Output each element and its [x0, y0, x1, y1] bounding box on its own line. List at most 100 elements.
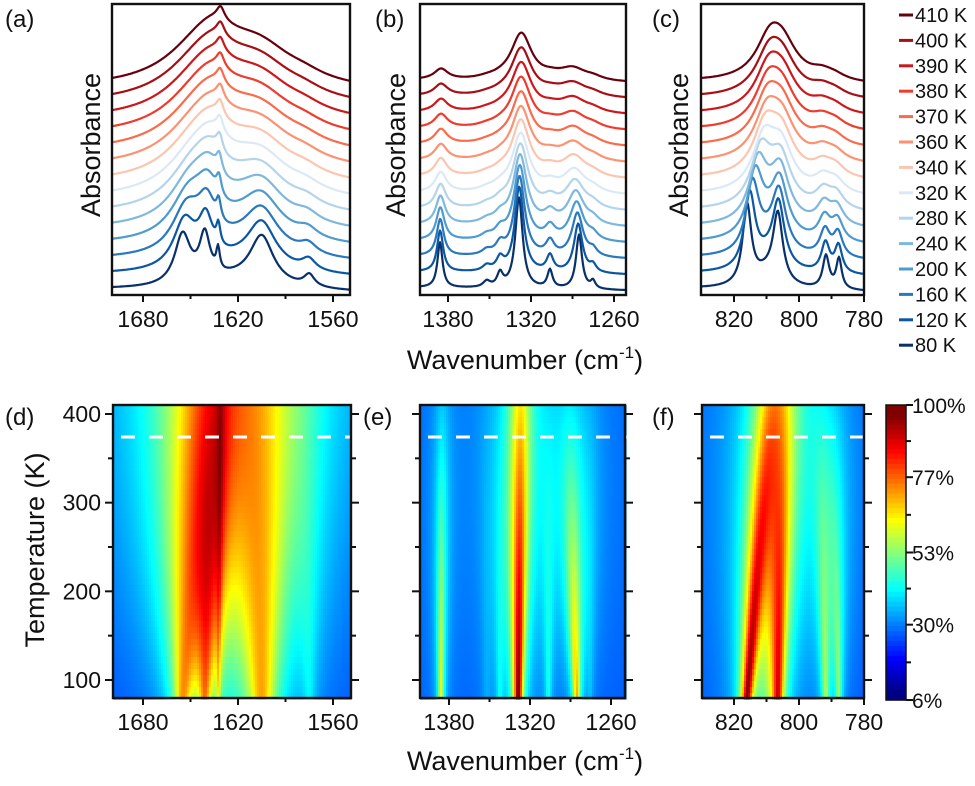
heatmap-cell [245, 525, 248, 532]
heatmap-cell [267, 579, 270, 586]
heatmap-cell [197, 609, 200, 616]
heatmap-cell [219, 513, 222, 520]
heatmap-cell [239, 573, 242, 580]
heatmap-cell [301, 603, 304, 610]
heatmap-cell [197, 441, 200, 448]
heatmap-cell [193, 411, 196, 418]
heatmap-cell [335, 537, 338, 544]
heatmap-cell [191, 417, 194, 424]
heatmap-cell [177, 519, 180, 526]
heatmap-cell [125, 567, 128, 574]
heatmap-cell [305, 645, 308, 652]
heatmap-cell [157, 573, 160, 580]
heatmap-cell [121, 573, 124, 580]
heatmap-cell [203, 447, 206, 454]
heatmap-cell [251, 471, 254, 478]
heatmap-cell [329, 627, 332, 634]
heatmap-cell [227, 447, 230, 454]
heatmap-cell [347, 585, 350, 592]
heatmap-cell [265, 567, 268, 574]
heatmap-cell [291, 543, 294, 550]
heatmap-cell [169, 405, 172, 412]
heatmap-cell [245, 651, 248, 658]
heatmap-cell [211, 645, 214, 652]
heatmap-cell [263, 555, 266, 562]
heatmap-cell [191, 447, 194, 454]
heatmap-cell [221, 459, 224, 466]
heatmap-cell [313, 495, 316, 502]
heatmap-cell [307, 567, 310, 574]
heatmap-cell [283, 495, 286, 502]
heatmap-cell [141, 405, 144, 412]
heatmap-cell [229, 615, 232, 622]
heatmap-cell [135, 585, 138, 592]
heatmap-cell [269, 633, 272, 640]
heatmap-cell [239, 519, 242, 526]
heatmap-cell [291, 621, 294, 628]
heatmap-cell [225, 651, 228, 658]
heatmap-cell [221, 597, 224, 604]
heatmap-cell [187, 585, 190, 592]
heatmap-cell [275, 603, 278, 610]
heatmap-cell [337, 609, 340, 616]
heatmap-cell [291, 423, 294, 430]
heatmap-cell [203, 459, 206, 466]
heatmap-cell [133, 627, 136, 634]
heatmap-cell [325, 459, 328, 466]
heatmap-cell [123, 573, 126, 580]
heatmap-cell [243, 483, 246, 490]
heatmap-cell [329, 429, 332, 436]
heatmap-cell [327, 513, 330, 520]
heatmap-cell [303, 495, 306, 502]
heatmap-cell [149, 519, 152, 526]
heatmap-cell [175, 639, 178, 646]
heatmap-cell [137, 501, 140, 508]
heatmap-cell [173, 441, 176, 448]
heatmap-cell [325, 567, 328, 574]
heatmap-cell [221, 531, 224, 538]
heatmap-cell [121, 519, 124, 526]
heatmap-cell [261, 639, 264, 646]
heatmap-cell [321, 447, 324, 454]
heatmap-cell [117, 471, 120, 478]
heatmap-cell [285, 417, 288, 424]
heatmap-cell [191, 645, 194, 652]
heatmap-cell [279, 555, 282, 562]
heatmap-cell [241, 579, 244, 586]
heatmap-cell [313, 465, 316, 472]
heatmap-cell [189, 483, 192, 490]
heatmap-cell [323, 585, 326, 592]
heatmap-cell [141, 417, 144, 424]
heatmap-cell [317, 429, 320, 436]
heatmap-cell [185, 597, 188, 604]
heatmap-cell [127, 621, 130, 628]
heatmap-cell [217, 645, 220, 652]
heatmap-cell [209, 423, 212, 430]
heatmap-cell [159, 525, 162, 532]
heatmap-cell [165, 447, 168, 454]
heatmap-cell [319, 633, 322, 640]
heatmap-cell [173, 537, 176, 544]
heatmap-cell [115, 417, 118, 424]
heatmap-cell [185, 621, 188, 628]
heatmap-cell [263, 459, 266, 466]
heatmap-cell [293, 471, 296, 478]
heatmap-cell [175, 477, 178, 484]
heatmap-cell [243, 447, 246, 454]
heatmap-cell [305, 549, 308, 556]
heatmap-cell [223, 441, 226, 448]
heatmap-cell [311, 621, 314, 628]
heatmap-cell [237, 423, 240, 430]
heatmap-cell [301, 417, 304, 424]
heatmap-cell [313, 411, 316, 418]
heatmap-cell [255, 489, 258, 496]
heatmap-cell [113, 633, 116, 640]
heatmap-cell [241, 555, 244, 562]
heatmap-cell [251, 513, 254, 520]
heatmap-cell [311, 597, 314, 604]
heatmap-cell [341, 477, 344, 484]
heatmap-cell [119, 447, 122, 454]
heatmap-cell [331, 531, 334, 538]
heatmap-cell [133, 513, 136, 520]
heatmap-cell [257, 423, 260, 430]
